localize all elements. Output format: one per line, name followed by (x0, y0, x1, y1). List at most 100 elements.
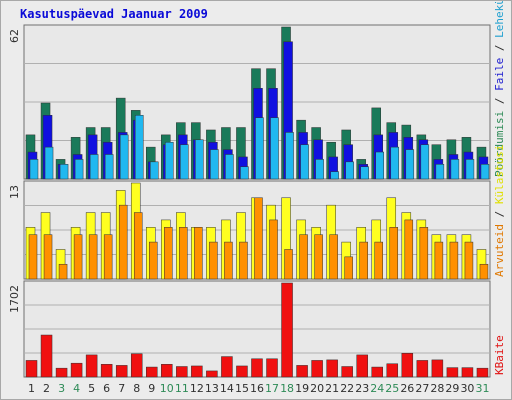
bar-lehek-lgi-day-10 (165, 141, 174, 180)
bar-kbaite-day-8 (130, 353, 143, 378)
bar-arvuteid-day-9 (149, 241, 158, 280)
bar-arvuteid-day-14 (224, 241, 233, 280)
bar-arvuteid-day-10 (164, 227, 173, 280)
bar-lehek-lgi-day-19 (300, 144, 309, 180)
x-tick-label: 7 (118, 382, 125, 395)
side-legend: Arvuteid / Külastusi (493, 145, 506, 277)
bar-kbaite-day-22 (341, 366, 353, 378)
bar-kbaite-day-11 (176, 366, 188, 378)
bar-lehek-lgi-day-16 (255, 117, 264, 180)
y-max-label: 1702 (8, 285, 21, 313)
x-tick-label: 5 (88, 382, 95, 395)
x-tick-label: 2 (43, 382, 50, 395)
legend-entry: / (493, 38, 506, 58)
legend-entry: KBaite (493, 335, 506, 375)
bar-arvuteid-day-4 (73, 234, 83, 280)
x-tick-label: 12 (190, 382, 204, 395)
bar-lehek-lgi-day-28 (435, 164, 445, 180)
x-tick-label: 4 (73, 382, 80, 395)
bar-kbaite-day-17 (266, 358, 278, 378)
legend-entry: / (493, 204, 506, 224)
bar-arvuteid-day-30 (464, 241, 474, 280)
bar-arvuteid-day-21 (329, 234, 338, 280)
legend-entry: Külastusi (493, 145, 506, 205)
bar-arvuteid-day-13 (209, 241, 218, 280)
bar-lehek-lgi-day-8 (134, 115, 144, 180)
bar-kbaite-day-3 (55, 367, 68, 378)
x-tick-label: 8 (133, 382, 140, 395)
legend-entry: / (493, 91, 506, 111)
x-tick-label: 11 (175, 382, 189, 395)
side-legend: KBaite (493, 335, 506, 375)
bar-arvuteid-day-31 (479, 263, 489, 280)
bar-lehek-lgi-day-31 (480, 164, 490, 180)
bar-arvuteid-day-2 (43, 234, 53, 280)
bar-arvuteid-day-23 (359, 241, 368, 280)
bar-lehek-lgi-day-29 (450, 159, 460, 180)
bar-lehek-lgi-day-7 (119, 134, 129, 180)
x-tick-label: 15 (235, 382, 249, 395)
bar-lehek-lgi-day-22 (345, 161, 354, 180)
x-tick-label: 13 (205, 382, 219, 395)
bar-lehek-lgi-day-26 (405, 149, 415, 180)
bar-arvuteid-day-18 (284, 249, 293, 280)
bar-arvuteid-day-3 (58, 263, 68, 280)
bar-lehek-lgi-day-24 (375, 151, 384, 180)
bar-arvuteid-day-12 (194, 227, 203, 280)
x-tick-label: 10 (160, 382, 174, 395)
bar-kbaite-day-28 (431, 359, 444, 378)
bar-lehek-lgi-day-17 (270, 117, 279, 180)
bar-lehek-lgi-day-1 (29, 159, 39, 180)
bar-lehek-lgi-day-9 (150, 161, 159, 180)
bar-lehek-lgi-day-27 (420, 144, 430, 180)
bar-lehek-lgi-day-5 (89, 154, 99, 180)
x-tick-label: 19 (295, 382, 309, 395)
bar-kbaite-day-7 (115, 365, 128, 378)
bar-kbaite-day-13 (206, 370, 218, 378)
bar-kbaite-day-20 (311, 360, 323, 378)
bar-arvuteid-day-27 (419, 227, 429, 280)
bar-kbaite-day-23 (356, 354, 368, 378)
bar-lehek-lgi-day-4 (74, 159, 84, 180)
x-tick-label: 29 (445, 382, 459, 395)
bar-kbaite-day-16 (251, 358, 263, 378)
bar-lehek-lgi-day-15 (240, 166, 249, 180)
x-tick-label: 24 (370, 382, 384, 395)
y-max-label: 62 (8, 29, 21, 43)
bar-lehek-lgi-day-2 (44, 146, 54, 180)
bar-kbaite-day-12 (191, 365, 203, 378)
bar-kbaite-day-29 (446, 367, 459, 378)
legend-entry: Arvuteid (493, 224, 506, 277)
bar-kbaite-day-24 (371, 366, 383, 378)
x-tick-label: 23 (355, 382, 369, 395)
bar-kbaite-day-6 (100, 364, 113, 378)
bar-lehek-lgi-day-13 (210, 149, 219, 180)
bar-kbaite-day-9 (146, 366, 158, 378)
bar-kbaite-day-30 (461, 367, 474, 378)
bar-arvuteid-day-15 (239, 241, 248, 280)
chart-title: Kasutuspäevad Jaanuar 2009 (20, 7, 208, 21)
x-tick-label: 20 (310, 382, 324, 395)
x-tick-label: 31 (475, 382, 489, 395)
bar-kbaite-day-31 (476, 367, 489, 378)
x-tick-label: 1 (28, 382, 35, 395)
bar-arvuteid-day-11 (179, 227, 188, 280)
bar-kbaite-day-1 (25, 360, 38, 378)
bar-lehek-lgi-day-18 (285, 132, 294, 180)
x-tick-label: 28 (430, 382, 444, 395)
x-tick-label: 22 (340, 382, 354, 395)
bar-kbaite-day-2 (40, 334, 53, 378)
bar-arvuteid-day-7 (118, 204, 128, 280)
y-max-label: 13 (8, 185, 21, 199)
bar-arvuteid-day-24 (374, 241, 383, 280)
x-tick-label: 25 (385, 382, 399, 395)
bar-kbaite-day-4 (70, 362, 83, 378)
bar-kbaite-day-21 (326, 359, 338, 378)
bar-lehek-lgi-day-30 (465, 159, 475, 180)
bar-kbaite-day-27 (416, 360, 429, 378)
bar-kbaite-day-26 (401, 353, 414, 378)
bar-kbaite-day-25 (386, 363, 399, 378)
bar-arvuteid-day-20 (314, 234, 323, 280)
x-tick-label: 9 (148, 382, 155, 395)
legend-entry: Faile (493, 58, 506, 91)
